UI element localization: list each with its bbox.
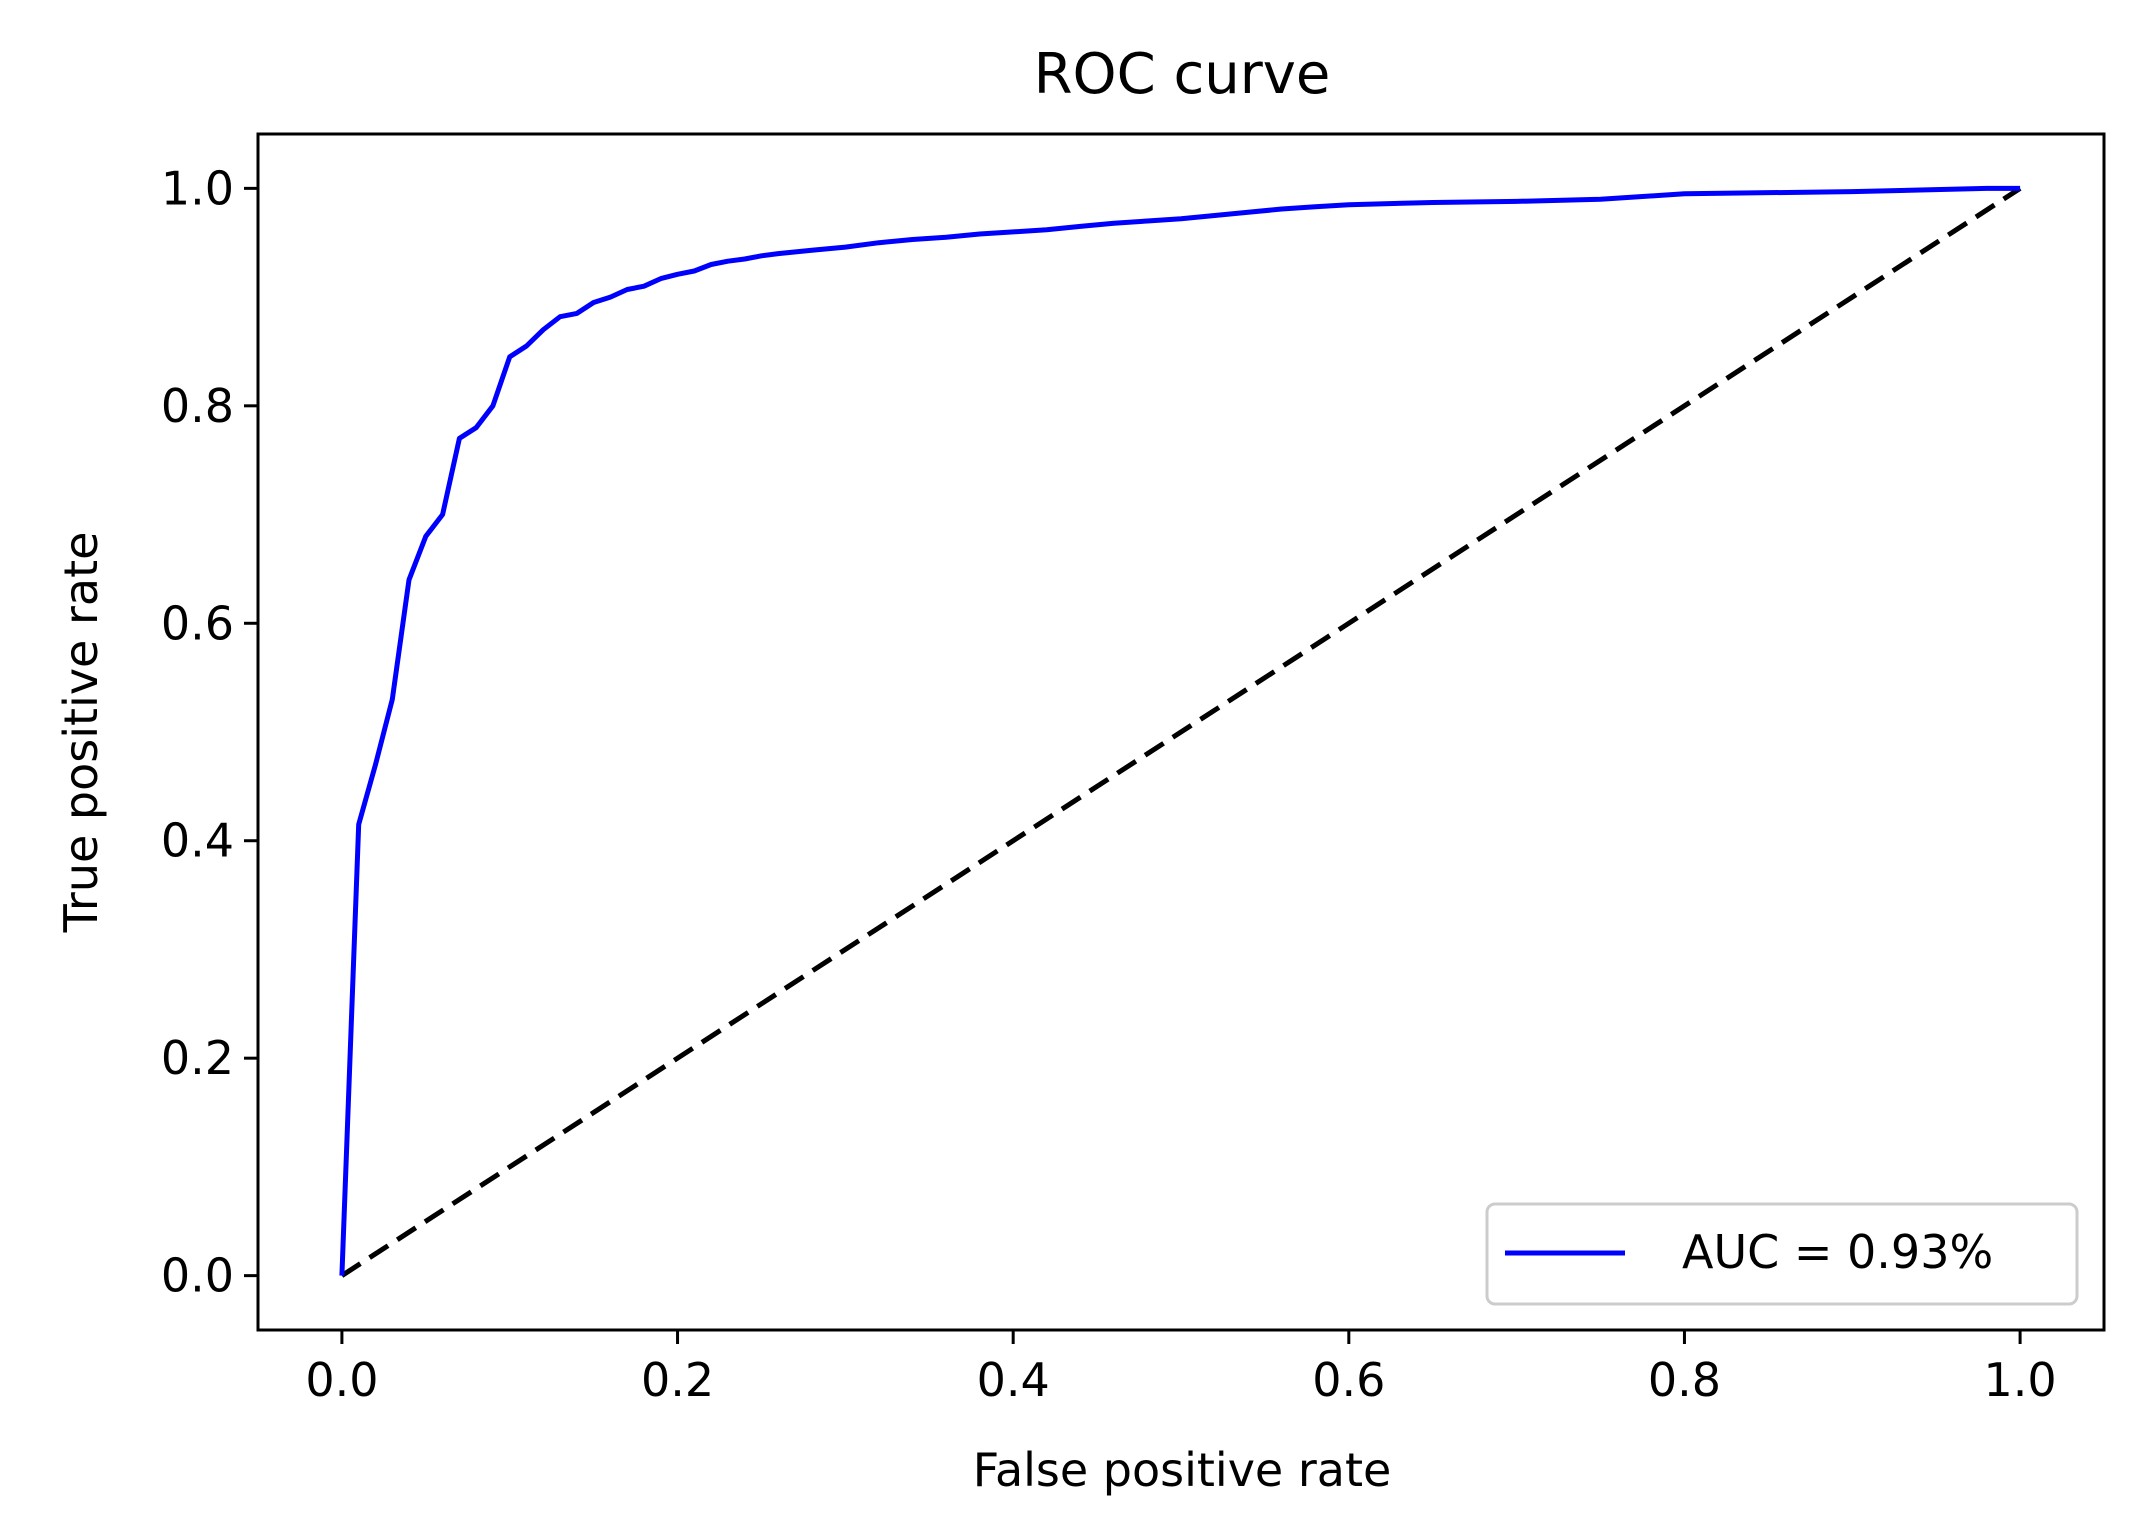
chart-title: ROC curve (1034, 42, 1331, 107)
series-layer (339, 185, 2022, 1278)
legend-label: AUC = 0.93% (1682, 1225, 1993, 1279)
plot-frame (256, 132, 2106, 1332)
roc-curve-line (339, 185, 2021, 1276)
y-axis-ticks: 0.0 0.2 0.4 0.6 0.8 1.0 (161, 161, 258, 1303)
x-tick-label: 1.0 (1984, 1353, 2057, 1407)
y-tick-label: 0.4 (161, 814, 234, 868)
y-tick-label: 1.0 (161, 161, 234, 215)
x-tick-label: 0.6 (1312, 1353, 1385, 1407)
y-axis-label: True positive rate (54, 532, 108, 934)
x-tick-label: 0.8 (1648, 1353, 1721, 1407)
x-tick-label: 0.0 (305, 1353, 378, 1407)
y-tick-label: 0.8 (161, 379, 234, 433)
x-tick-label: 0.4 (977, 1353, 1050, 1407)
reference-diagonal-line (340, 186, 2022, 1278)
x-tick-label: 0.2 (641, 1353, 714, 1407)
y-tick-label: 0.0 (161, 1249, 234, 1303)
x-axis-ticks: 0.0 0.2 0.4 0.6 0.8 1.0 (305, 1330, 2057, 1407)
legend-box (1485, 1202, 2079, 1306)
y-tick-label: 0.2 (161, 1031, 234, 1085)
legend: AUC = 0.93% (1485, 1202, 2079, 1306)
y-tick-label: 0.6 (161, 596, 234, 650)
x-axis-label: False positive rate (973, 1443, 1392, 1497)
